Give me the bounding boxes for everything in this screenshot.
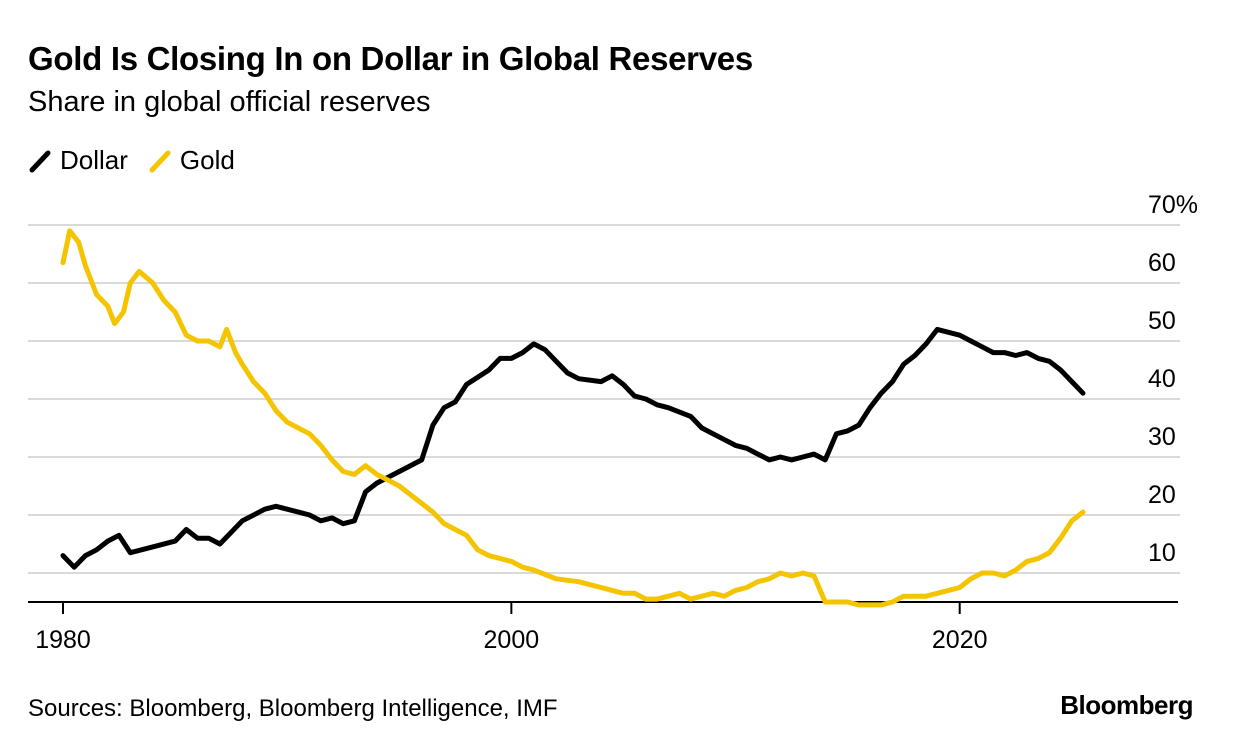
y-tick-label-10: 10 bbox=[1148, 539, 1176, 567]
x-tick-label-2000: 2000 bbox=[484, 626, 540, 654]
grid-lines bbox=[28, 224, 1180, 574]
series-line-dollar bbox=[60, 326, 1086, 570]
x-axis: 1980 2000 2020 bbox=[28, 601, 1178, 654]
y-tick-label-60: 60 bbox=[1148, 249, 1176, 277]
chart-title: Gold Is Closing In on Dollar in Global R… bbox=[28, 40, 753, 77]
series-line-gold bbox=[60, 228, 1086, 608]
y-tick-label-50: 50 bbox=[1148, 307, 1176, 335]
y-tick-label-40: 40 bbox=[1148, 365, 1176, 393]
series-lines bbox=[60, 228, 1086, 608]
y-tick-label-70: 70% bbox=[1148, 191, 1198, 219]
gold-swatch-icon bbox=[149, 150, 171, 172]
y-tick-label-30: 30 bbox=[1148, 423, 1176, 451]
x-tick-label-2020: 2020 bbox=[932, 626, 988, 654]
chart-subtitle: Share in global official reserves bbox=[28, 86, 431, 118]
x-tick-label-1980: 1980 bbox=[35, 626, 91, 654]
legend-item-dollar: Dollar bbox=[28, 145, 128, 176]
y-tick-label-20: 20 bbox=[1148, 481, 1176, 509]
y-axis-labels: 10 20 30 40 50 60 70% bbox=[1148, 191, 1198, 567]
bloomberg-logo: Bloomberg bbox=[1060, 690, 1193, 720]
source-note: Sources: Bloomberg, Bloomberg Intelligen… bbox=[28, 695, 558, 722]
legend-item-gold: Gold bbox=[148, 145, 235, 176]
legend: Dollar Gold bbox=[28, 145, 255, 176]
legend-label-gold: Gold bbox=[179, 145, 235, 175]
dollar-swatch-icon bbox=[29, 150, 51, 172]
legend-label-dollar: Dollar bbox=[60, 145, 128, 175]
